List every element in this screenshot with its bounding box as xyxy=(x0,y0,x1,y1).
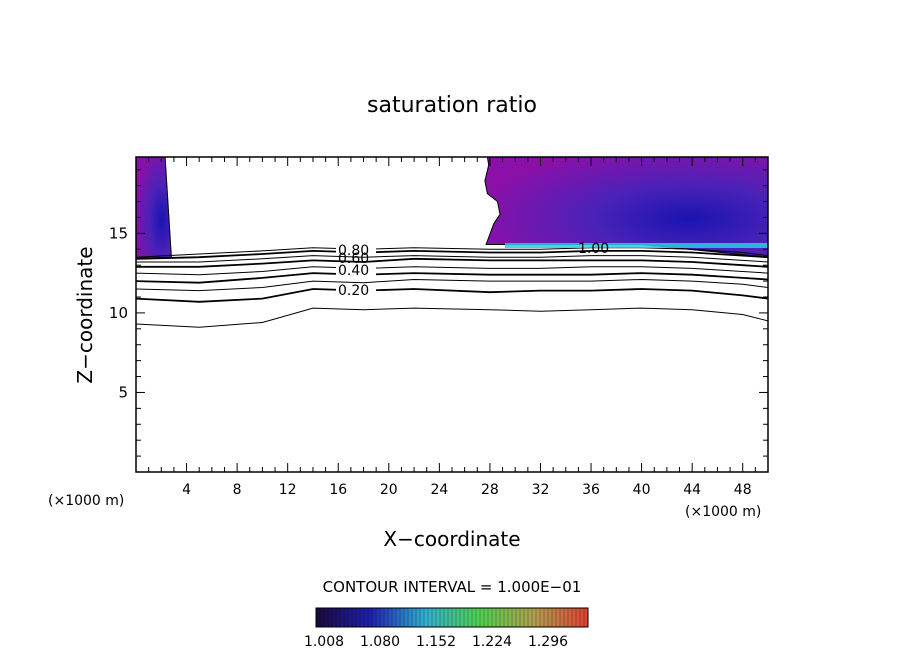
x-tick-label: 8 xyxy=(233,482,242,498)
contour-line xyxy=(136,307,768,328)
colorbar-tick-label: 1.296 xyxy=(528,634,568,650)
contour-line xyxy=(136,255,768,263)
x-tick-label: 48 xyxy=(734,482,752,498)
colorbar-tick-label: 1.224 xyxy=(472,634,512,650)
contour-labels: 0.80 0.60 0.40 0.20 1.00 xyxy=(336,241,609,299)
y-tick-label: 10 xyxy=(109,304,128,322)
contour-line xyxy=(136,288,768,303)
cloud-base-highlight xyxy=(505,243,768,248)
contour-label: 1.00 xyxy=(578,241,609,257)
contour-line xyxy=(136,249,768,260)
contour-label: 0.60 xyxy=(338,251,369,267)
y-axis-title: Z−coordinate xyxy=(73,246,97,383)
contour-interval-label: CONTOUR INTERVAL = 1.000E−01 xyxy=(323,578,582,596)
x-tick-label: 12 xyxy=(279,482,297,498)
contour-line xyxy=(136,247,768,258)
x-tick-label: 44 xyxy=(683,482,701,498)
contour-line xyxy=(136,266,768,276)
x-unit-label-left: (×1000 m) xyxy=(48,493,124,509)
x-unit-label-right: (×1000 m) xyxy=(685,504,761,520)
contour-label: 0.80 xyxy=(338,243,369,259)
colorbar-gradient xyxy=(315,607,589,628)
contour-lines xyxy=(136,247,768,328)
chart-title: saturation ratio xyxy=(367,93,537,118)
x-tick-labels: 4 8 12 16 20 24 28 32 36 40 44 48 xyxy=(182,482,752,498)
colorbar-tick-label: 1.080 xyxy=(360,634,400,650)
x-tick-label: 32 xyxy=(532,482,550,498)
x-tick-label: 16 xyxy=(329,482,347,498)
x-tick-label: 24 xyxy=(430,482,448,498)
contour-line xyxy=(136,272,768,284)
contour-line xyxy=(136,278,768,292)
x-tick-label: 20 xyxy=(380,482,398,498)
y-tick-labels: 5 10 15 xyxy=(109,224,128,401)
plot-area xyxy=(136,157,768,328)
x-tick-label: 36 xyxy=(582,482,600,498)
colorbar-stripes xyxy=(315,608,585,627)
colorbar: 1.008 1.080 1.152 1.224 1.296 xyxy=(304,607,589,650)
contour-label: 0.40 xyxy=(338,263,369,279)
axis-ticks xyxy=(136,157,768,472)
y-tick-label: 5 xyxy=(118,383,128,401)
x-tick-label: 4 xyxy=(182,482,191,498)
x-tick-label: 28 xyxy=(481,482,499,498)
colorbar-tick-label: 1.152 xyxy=(416,634,456,650)
supersaturated-region xyxy=(136,157,172,260)
x-tick-label: 40 xyxy=(633,482,651,498)
y-tick-label: 15 xyxy=(109,224,128,242)
supersaturated-region xyxy=(484,157,768,258)
x-axis-title: X−coordinate xyxy=(383,527,520,551)
contour-label: 0.20 xyxy=(338,283,369,299)
colorbar-tick-label: 1.008 xyxy=(304,634,344,650)
contour-line xyxy=(136,257,768,268)
